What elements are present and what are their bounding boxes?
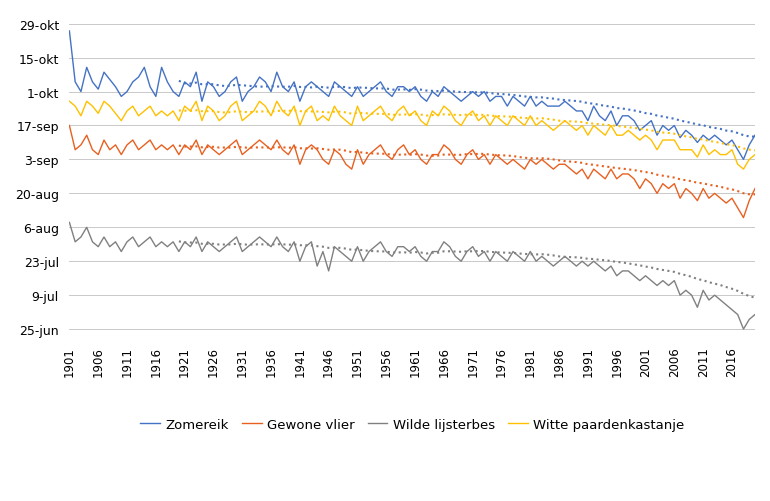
- Gewone vlier: [249, 143, 259, 149]
- Line: Witte paardenkastanje: Witte paardenkastanje: [69, 102, 755, 170]
- Zomereik: [739, 157, 748, 163]
- Wilde lijsterbes: [249, 239, 259, 245]
- Gewone vlier: [445, 147, 454, 153]
- Wilde lijsterbes: [209, 244, 218, 250]
- Witte paardenkastanje: [445, 109, 454, 115]
- Wilde lijsterbes: [65, 220, 74, 226]
- Line: Zomereik: Zomereik: [69, 32, 755, 160]
- Witte paardenkastanje: [739, 167, 748, 173]
- Witte paardenkastanje: [751, 152, 760, 158]
- Zomereik: [445, 89, 454, 95]
- Zomereik: [249, 85, 259, 91]
- Wilde lijsterbes: [728, 307, 737, 313]
- Wilde lijsterbes: [606, 264, 615, 270]
- Wilde lijsterbes: [537, 254, 547, 260]
- Line: Wilde lijsterbes: Wilde lijsterbes: [69, 223, 755, 330]
- Zomereik: [209, 85, 218, 91]
- Witte paardenkastanje: [249, 109, 259, 115]
- Zomereik: [537, 99, 547, 105]
- Zomereik: [606, 109, 615, 115]
- Wilde lijsterbes: [445, 244, 454, 250]
- Witte paardenkastanje: [65, 99, 74, 105]
- Gewone vlier: [65, 123, 74, 129]
- Gewone vlier: [728, 196, 737, 202]
- Witte paardenkastanje: [537, 118, 547, 124]
- Gewone vlier: [606, 167, 615, 173]
- Witte paardenkastanje: [606, 123, 615, 129]
- Line: Gewone vlier: Gewone vlier: [69, 126, 755, 218]
- Zomereik: [65, 29, 74, 35]
- Witte paardenkastanje: [728, 147, 737, 153]
- Gewone vlier: [537, 157, 547, 163]
- Gewone vlier: [739, 215, 748, 221]
- Wilde lijsterbes: [751, 312, 760, 318]
- Wilde lijsterbes: [739, 327, 748, 333]
- Zomereik: [728, 138, 737, 144]
- Legend: Zomereik, Gewone vlier, Wilde lijsterbes, Witte paardenkastanje: Zomereik, Gewone vlier, Wilde lijsterbes…: [135, 413, 690, 436]
- Witte paardenkastanje: [209, 109, 218, 115]
- Gewone vlier: [209, 147, 218, 153]
- Zomereik: [751, 133, 760, 139]
- Gewone vlier: [751, 186, 760, 192]
